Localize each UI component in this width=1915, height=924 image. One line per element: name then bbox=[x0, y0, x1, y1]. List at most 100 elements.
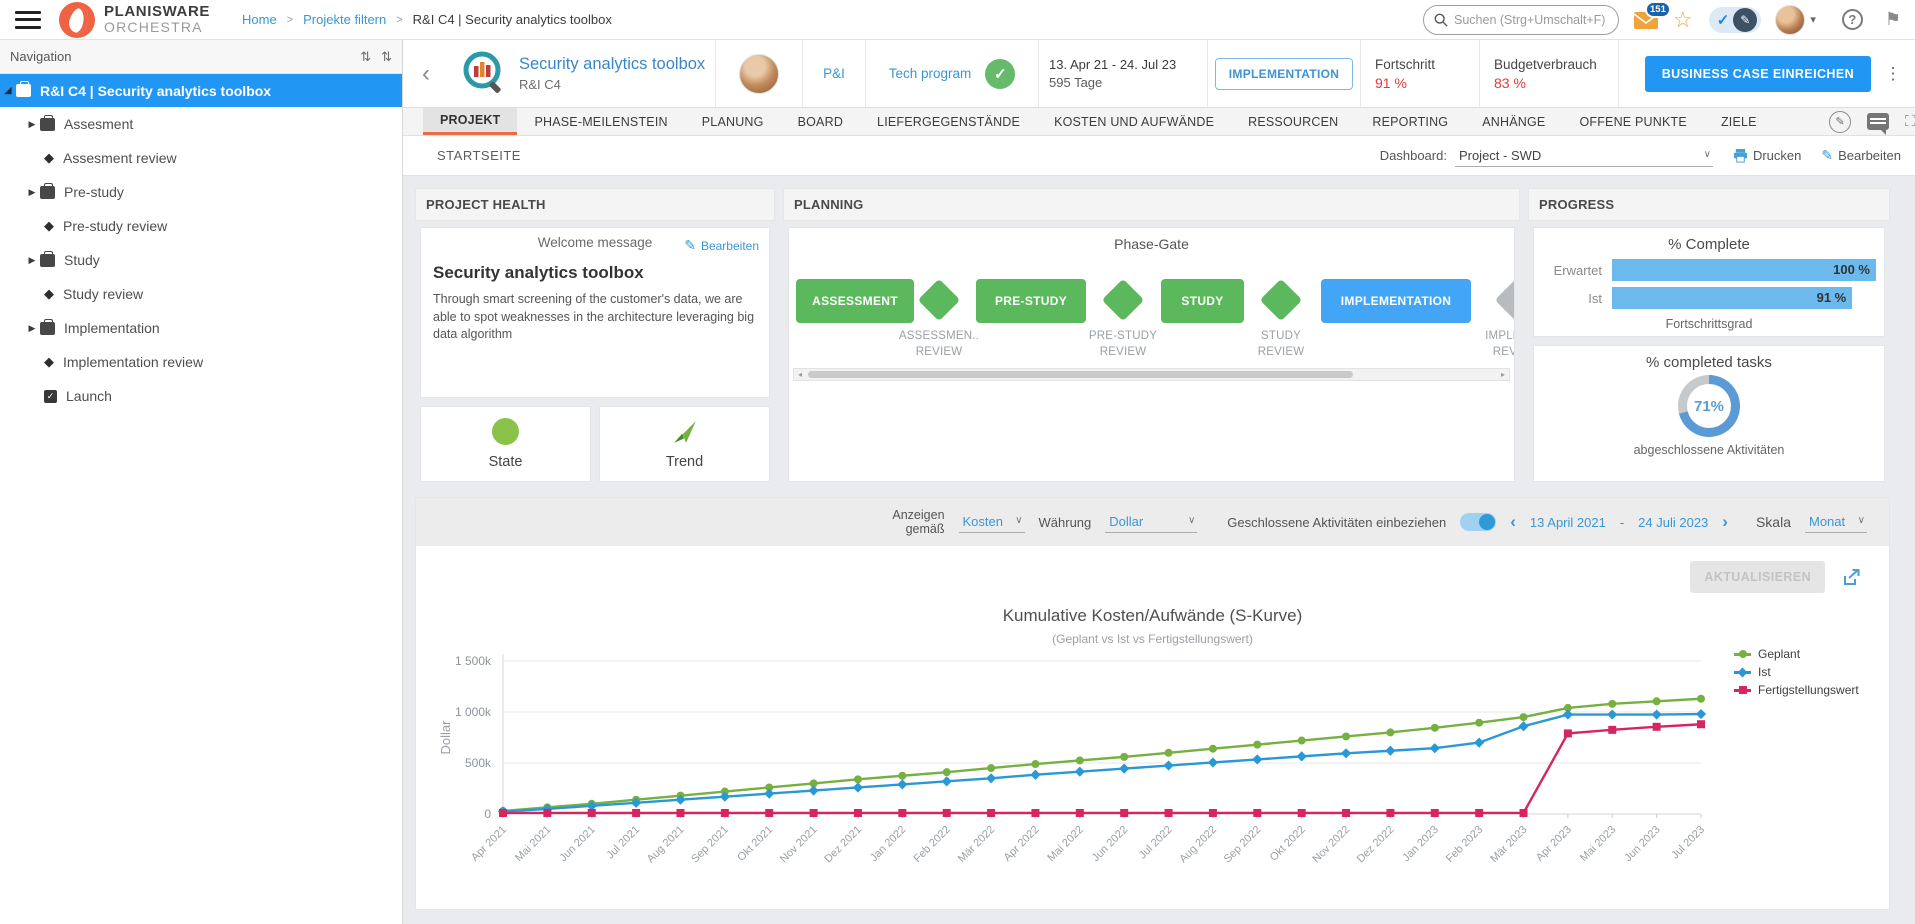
closed-activities-toggle[interactable] bbox=[1460, 513, 1496, 531]
chevron-right-icon[interactable]: › bbox=[1722, 512, 1728, 532]
org-link[interactable]: P&I bbox=[803, 40, 865, 107]
state-card[interactable]: State bbox=[420, 406, 591, 482]
bar-label: Erwartet bbox=[1534, 263, 1612, 278]
phase-gate-scrollbar[interactable]: ◂ ▸ bbox=[793, 368, 1510, 381]
search-box[interactable] bbox=[1423, 5, 1619, 35]
tree-item-phase[interactable]: ▶ Study bbox=[0, 243, 402, 277]
flag-icon[interactable]: ⚑ bbox=[1885, 9, 1901, 30]
mail-button[interactable]: 151 bbox=[1633, 10, 1659, 30]
edit-welcome-button[interactable]: ✎ Bearbeiten bbox=[684, 237, 759, 254]
print-button[interactable]: Drucken bbox=[1733, 148, 1801, 163]
stage-badge[interactable]: IMPLEMENTATION bbox=[1215, 58, 1353, 90]
submit-business-case-button[interactable]: BUSINESS CASE EINREICHEN bbox=[1645, 56, 1871, 92]
tree-item-phase[interactable]: ▶ Assesment bbox=[0, 107, 402, 141]
edit-dashboard-button[interactable]: ✎ Bearbeiten bbox=[1821, 147, 1901, 164]
dashboard-select[interactable]: Project - SWD ∨ bbox=[1455, 145, 1713, 167]
breadcrumb-filter-projects[interactable]: Projekte filtern bbox=[303, 12, 386, 27]
gate-assessment[interactable]: ASSESSMENT bbox=[796, 279, 914, 323]
svg-text:Nov 2022: Nov 2022 bbox=[1310, 824, 1352, 866]
completed-tasks-title: % completed tasks bbox=[1534, 354, 1884, 371]
gate-diamond[interactable] bbox=[1260, 279, 1302, 321]
donut-value: 71% bbox=[1678, 375, 1740, 437]
tree-item-task[interactable]: ✓ Launch bbox=[0, 379, 402, 413]
date-to[interactable]: 24 Juli 2023 bbox=[1638, 515, 1708, 530]
breadcrumb-home[interactable]: Home bbox=[242, 12, 277, 27]
clipped-icon[interactable]: ⛶ bbox=[1905, 113, 1915, 131]
sort-icon[interactable]: ⇅ bbox=[381, 49, 392, 65]
search-input[interactable] bbox=[1454, 13, 1608, 27]
gate-study[interactable]: STUDY bbox=[1161, 279, 1244, 323]
welcome-description: Through smart screening of the customer'… bbox=[433, 291, 757, 344]
tab-phase-meilenstein[interactable]: PHASE-MEILENSTEIN bbox=[517, 108, 684, 135]
scale-select[interactable]: Monat ∨ bbox=[1805, 511, 1867, 533]
tree-item-milestone[interactable]: ◆ Pre-study review bbox=[0, 209, 402, 243]
sort-icon[interactable]: ⇅ bbox=[360, 49, 371, 65]
scale-label: Skala bbox=[1756, 514, 1791, 530]
help-button[interactable]: ? bbox=[1842, 9, 1863, 30]
program-link[interactable]: Tech program bbox=[889, 66, 972, 81]
pencil-icon: ✎ bbox=[1821, 147, 1833, 164]
svg-text:Aug 2022: Aug 2022 bbox=[1177, 824, 1219, 866]
tree-collapsed-icon[interactable]: ▶ bbox=[24, 119, 40, 130]
gate-pre-study[interactable]: PRE-STUDY bbox=[976, 279, 1086, 323]
export-icon[interactable] bbox=[1842, 568, 1861, 587]
tree-item-milestone[interactable]: ◆ Assesment review bbox=[0, 141, 402, 175]
display-by-select[interactable]: Kosten ∨ bbox=[959, 511, 1025, 533]
tab-anhaenge[interactable]: ANHÄNGE bbox=[1465, 108, 1562, 135]
tree-collapsed-icon[interactable]: ▶ bbox=[24, 323, 40, 334]
tab-offene-punkte[interactable]: OFFENE PUNKTE bbox=[1562, 108, 1703, 135]
tree-collapsed-icon[interactable]: ▶ bbox=[24, 187, 40, 198]
completed-tasks-caption: abgeschlossene Aktivitäten bbox=[1534, 443, 1884, 457]
tab-ressourcen[interactable]: RESSOURCEN bbox=[1231, 108, 1355, 135]
edit-page-icon[interactable]: ✎ bbox=[1829, 111, 1851, 133]
milestone-diamond-icon: ◆ bbox=[44, 354, 54, 370]
question-icon: ? bbox=[1848, 12, 1856, 27]
svg-text:0: 0 bbox=[484, 807, 491, 821]
tab-reporting[interactable]: REPORTING bbox=[1355, 108, 1465, 135]
trend-card[interactable]: Trend bbox=[599, 406, 770, 482]
display-by-label: Anzeigen gemäß bbox=[879, 508, 945, 537]
scroll-right-icon[interactable]: ▸ bbox=[1497, 370, 1509, 379]
tree-item-phase[interactable]: ▶ Pre-study bbox=[0, 175, 402, 209]
user-menu[interactable]: ▾ bbox=[1775, 5, 1816, 35]
planning-header: PLANNING bbox=[783, 188, 1520, 221]
gate-diamond[interactable] bbox=[918, 279, 960, 321]
brand-logo[interactable] bbox=[59, 2, 95, 38]
gate-diamond[interactable] bbox=[1102, 279, 1144, 321]
refresh-button[interactable]: AKTUALISIEREN bbox=[1690, 561, 1825, 593]
tree-item-label: R&I C4 | Security analytics toolbox bbox=[40, 83, 271, 99]
comments-icon[interactable] bbox=[1867, 113, 1889, 130]
back-button[interactable]: ‹ bbox=[403, 60, 449, 88]
project-manager[interactable] bbox=[716, 40, 802, 107]
tree-item-milestone[interactable]: ◆ Study review bbox=[0, 277, 402, 311]
currency-label: Währung bbox=[1039, 515, 1092, 530]
svg-text:Jan 2022: Jan 2022 bbox=[868, 824, 908, 864]
tree-item-project[interactable]: ◢ R&I C4 | Security analytics toolbox bbox=[0, 74, 402, 107]
tab-liefergegenstaende[interactable]: LIEFERGEGENSTÄNDE bbox=[860, 108, 1037, 135]
scroll-left-icon[interactable]: ◂ bbox=[794, 370, 806, 379]
tree-item-phase[interactable]: ▶ Implementation bbox=[0, 311, 402, 345]
tab-board[interactable]: BOARD bbox=[781, 108, 860, 135]
tab-projekt[interactable]: PROJEKT bbox=[423, 108, 517, 135]
tab-ziele[interactable]: ZIELE bbox=[1704, 108, 1774, 135]
tree-item-milestone[interactable]: ◆ Implementation review bbox=[0, 345, 402, 379]
scrollbar-thumb[interactable] bbox=[808, 371, 1353, 378]
tab-planung[interactable]: PLANUNG bbox=[685, 108, 781, 135]
project-title[interactable]: Security analytics toolbox bbox=[519, 55, 705, 75]
more-menu-icon[interactable]: ⋮ bbox=[1871, 64, 1915, 84]
gate-implementation[interactable]: IMPLEMENTATION bbox=[1321, 279, 1471, 323]
hamburger-menu-icon[interactable] bbox=[15, 11, 41, 29]
tab-kosten-und-aufwaende[interactable]: KOSTEN UND AUFWÄNDE bbox=[1037, 108, 1231, 135]
date-from[interactable]: 13 April 2021 bbox=[1530, 515, 1606, 530]
chevron-left-icon[interactable]: ‹ bbox=[1510, 512, 1516, 532]
tasks-donut: 71% bbox=[1678, 375, 1740, 437]
page-title: STARTSEITE bbox=[437, 148, 521, 163]
validation-pill[interactable]: ✓ ✎ bbox=[1709, 7, 1762, 33]
gate-diamond-next[interactable] bbox=[1495, 279, 1515, 321]
tree-expanded-icon[interactable]: ◢ bbox=[0, 85, 16, 96]
project-code: R&I C4 bbox=[519, 77, 561, 92]
favorites-button[interactable]: ☆ bbox=[1673, 9, 1693, 31]
currency-select[interactable]: Dollar ∨ bbox=[1105, 511, 1197, 533]
user-avatar bbox=[1775, 5, 1805, 35]
tree-collapsed-icon[interactable]: ▶ bbox=[24, 255, 40, 266]
